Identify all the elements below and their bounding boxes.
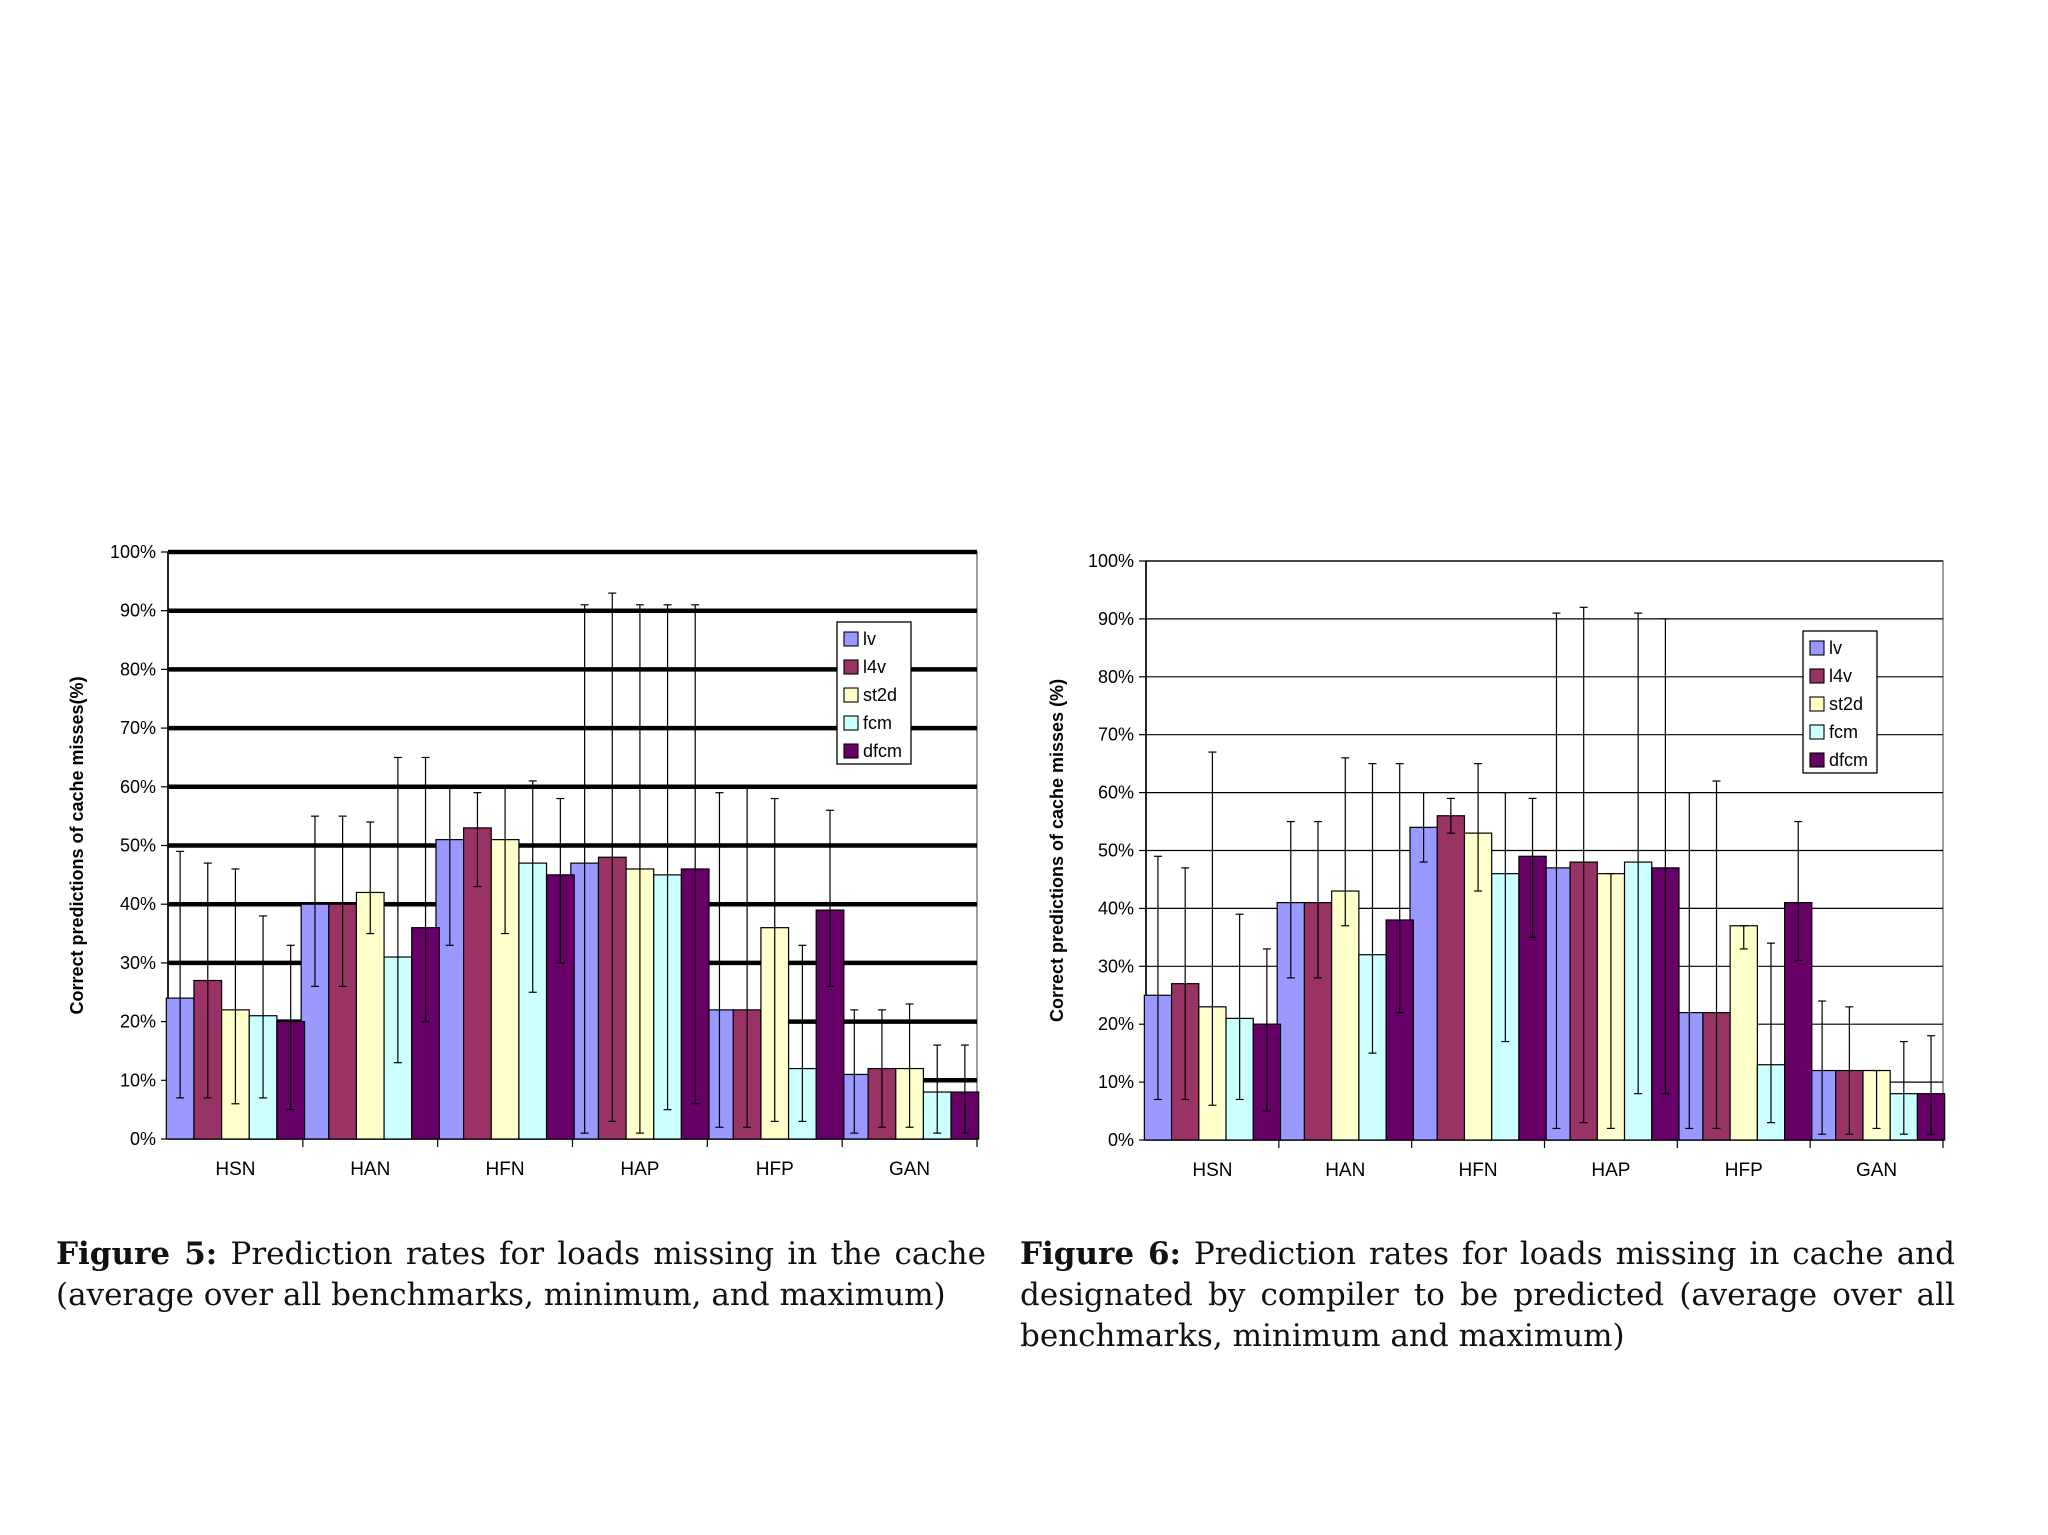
figure-6-caption-text: Prediction rates for loads missing in ca…	[1020, 1236, 1955, 1354]
x-tick-label: HAP	[1591, 1160, 1630, 1181]
x-tick-label: HAN	[350, 1159, 390, 1180]
bar-st2d-han	[1331, 890, 1360, 1141]
y-tick-label: 60%	[1098, 783, 1134, 803]
figure-6-caption: Figure 6: Prediction rates for loads mis…	[1020, 1234, 1955, 1357]
figure-5-caption-text: Prediction rates for loads missing in th…	[56, 1236, 986, 1313]
y-tick-label: 100%	[1088, 551, 1134, 571]
x-tick-label: HAN	[1325, 1160, 1365, 1181]
legend-swatch-st2d	[1809, 696, 1825, 712]
y-tick-label: 50%	[1098, 841, 1134, 861]
legend-swatch-l4v	[843, 659, 859, 675]
x-tick-label: HFP	[1725, 1160, 1763, 1181]
legend-label-dfcm: dfcm	[1829, 750, 1868, 770]
y-tick-label: 40%	[120, 894, 156, 914]
y-axis-label: Correct predictions of cache misses (%)	[1047, 679, 1067, 1022]
legend-swatch-lv	[1809, 640, 1825, 656]
x-tick-label: HSN	[215, 1159, 255, 1180]
bar-lv-han	[1276, 902, 1306, 1141]
y-tick-label: 0%	[130, 1129, 156, 1149]
legend-label-lv: lv	[1829, 638, 1842, 658]
legend-label-st2d: st2d	[1829, 694, 1863, 714]
figure-5-chart: 0% 10% 20% 30% 40% 50% 60% 70% 80% 90% 100% Correct…	[65, 530, 995, 1200]
figure-6-chart: 0% 10% 20% 30% 40% 50% 60% 70% 80% 90% 100% Correct…	[1045, 540, 1975, 1200]
y-tick-label: 20%	[1098, 1014, 1134, 1034]
legend-label-fcm: fcm	[863, 713, 892, 733]
x-tick-label: HFN	[1459, 1160, 1498, 1181]
x-tick-label: HFN	[486, 1159, 525, 1180]
legend-label-l4v: l4v	[1829, 666, 1852, 686]
x-tick-label: HFP	[756, 1159, 794, 1180]
y-tick-label: 100%	[110, 542, 156, 562]
figure-6-label: Figure 6:	[1020, 1236, 1181, 1272]
x-tick-label: HAP	[620, 1159, 659, 1180]
figure-5-label: Figure 5:	[56, 1236, 218, 1272]
figure-5-caption: Figure 5: Prediction rates for loads mis…	[56, 1234, 986, 1316]
y-tick-label: 80%	[1098, 667, 1134, 687]
bar-dfcm-han	[411, 927, 440, 1140]
legend-swatch-l4v	[1809, 668, 1825, 684]
y-tick-label: 80%	[120, 659, 156, 679]
chart-svg: 0% 10% 20% 30% 40% 50% 60% 70% 80% 90% 100% Correct…	[67, 542, 980, 1180]
y-tick-label: 30%	[120, 953, 156, 973]
legend-label-dfcm: dfcm	[863, 741, 902, 761]
y-tick-label: 50%	[120, 836, 156, 856]
y-tick-label: 90%	[120, 601, 156, 621]
chart-svg: 0% 10% 20% 30% 40% 50% 60% 70% 80% 90% 100% Correct…	[1047, 551, 1946, 1181]
legend-label-st2d: st2d	[863, 685, 897, 705]
legend-swatch-lv	[843, 631, 859, 647]
y-tick-label: 10%	[120, 1070, 156, 1090]
x-tick-label: HSN	[1192, 1160, 1232, 1181]
x-tick-label: GAN	[1856, 1160, 1897, 1181]
legend-swatch-fcm	[1809, 724, 1825, 740]
y-tick-label: 60%	[120, 777, 156, 797]
legend-swatch-dfcm	[843, 743, 859, 759]
y-tick-label: 10%	[1098, 1072, 1134, 1092]
y-tick-label: 0%	[1108, 1130, 1134, 1150]
x-tick-label: GAN	[889, 1159, 930, 1180]
y-tick-label: 70%	[120, 718, 156, 738]
legend-swatch-fcm	[843, 715, 859, 731]
y-tick-label: 20%	[120, 1012, 156, 1032]
y-tick-label: 30%	[1098, 956, 1134, 976]
y-axis-label: Correct predictions of cache misses(%)	[67, 676, 87, 1014]
bar-st2d-hfp	[1729, 925, 1758, 1141]
legend-swatch-st2d	[843, 687, 859, 703]
y-tick-label: 70%	[1098, 725, 1134, 745]
legend-swatch-dfcm	[1809, 752, 1825, 768]
legend-label-l4v: l4v	[863, 657, 886, 677]
legend-label-lv: lv	[863, 629, 876, 649]
y-tick-label: 40%	[1098, 898, 1134, 918]
bar-l4v-hfn	[1436, 815, 1466, 1141]
legend-label-fcm: fcm	[1829, 722, 1858, 742]
y-tick-label: 90%	[1098, 609, 1134, 629]
bar-lv-hfn	[1409, 826, 1438, 1141]
